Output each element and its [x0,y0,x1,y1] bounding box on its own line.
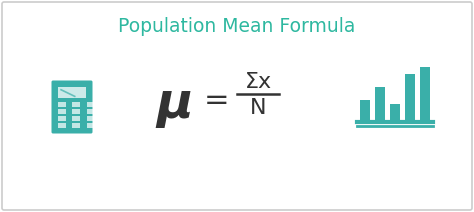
Bar [73,116,81,121]
Bar [57,109,65,114]
Bar [58,87,86,98]
FancyBboxPatch shape [52,81,92,134]
Text: =: = [204,85,230,114]
Bar [73,123,81,128]
Bar [390,104,400,122]
Bar [87,116,95,121]
Bar [57,116,65,121]
Bar [420,67,430,122]
Bar [87,109,95,114]
Bar [57,102,65,107]
Bar [73,109,81,114]
Bar [375,87,385,122]
Bar [87,102,95,107]
Text: Population Mean Formula: Population Mean Formula [118,18,356,36]
Text: μ: μ [156,80,193,128]
Text: N: N [250,98,266,118]
Bar [73,102,81,107]
Bar [57,123,65,128]
Text: Σx: Σx [245,72,272,92]
Bar [405,74,415,122]
Bar [360,100,370,122]
Bar [87,123,95,128]
